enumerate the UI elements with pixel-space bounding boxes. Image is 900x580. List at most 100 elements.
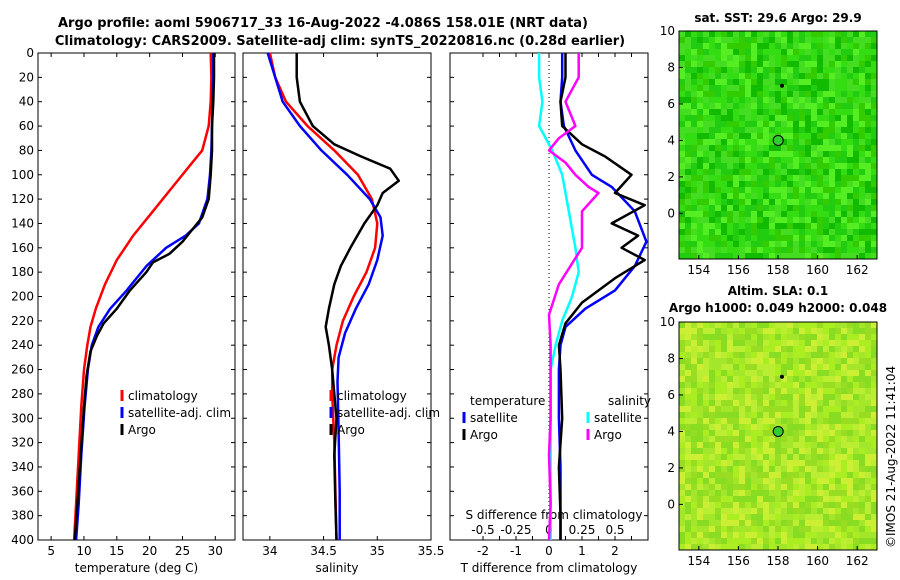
y-tick-label: 4 [667, 133, 675, 147]
map-cell [805, 85, 811, 91]
map-cell [799, 157, 805, 163]
map-cell [865, 169, 871, 175]
y-tick-label: 320 [11, 436, 34, 450]
x-tick-label: -1 [510, 544, 522, 558]
map-cell [691, 205, 697, 211]
map-cell [757, 376, 763, 382]
map-cell [841, 151, 847, 157]
map-cell [715, 211, 721, 217]
map-cell [793, 61, 799, 67]
map-cell [751, 181, 757, 187]
map-cell [811, 199, 817, 205]
map-cell [775, 490, 781, 496]
map-cell [787, 217, 793, 223]
map-cell [841, 436, 847, 442]
map-cell [841, 55, 847, 61]
map-cell [841, 169, 847, 175]
map-cell [697, 412, 703, 418]
map-cell [823, 484, 829, 490]
map-cell [847, 514, 853, 520]
map-cell [733, 322, 739, 328]
map-cell [859, 91, 865, 97]
map-cell [871, 67, 877, 73]
map-cell [799, 406, 805, 412]
map-cell [763, 448, 769, 454]
map-cell [835, 235, 841, 241]
map-cell [859, 406, 865, 412]
map-cell [817, 103, 823, 109]
map-cell [757, 520, 763, 526]
map-cell [745, 400, 751, 406]
map-cell [763, 520, 769, 526]
map-cell [685, 217, 691, 223]
map-cell [859, 532, 865, 538]
map-cell [709, 436, 715, 442]
map-cell [835, 85, 841, 91]
map-cell [709, 187, 715, 193]
map-cell [703, 211, 709, 217]
map-cell [859, 205, 865, 211]
map-cell [829, 205, 835, 211]
map-cell [835, 340, 841, 346]
map-cell [721, 211, 727, 217]
map-cell [709, 127, 715, 133]
map-cell [703, 163, 709, 169]
map-cell [793, 73, 799, 79]
map-cell [847, 55, 853, 61]
map-cell [817, 91, 823, 97]
map-cell [721, 73, 727, 79]
map-cell [745, 472, 751, 478]
map-cell [811, 55, 817, 61]
map-cell [835, 163, 841, 169]
map-cell [829, 442, 835, 448]
map-cell [727, 502, 733, 508]
map-cell [721, 229, 727, 235]
map-cell [787, 85, 793, 91]
map-cell [745, 460, 751, 466]
s-tick-label: 0.25 [569, 523, 596, 537]
map-cell [733, 544, 739, 550]
map-cell [781, 382, 787, 388]
timestamp-stamp: ©IMOS 21-Aug-2022 11:41:04 [884, 365, 898, 548]
map-cell [805, 37, 811, 43]
map-cell [691, 352, 697, 358]
map-cell [679, 340, 685, 346]
map-cell [829, 334, 835, 340]
map-cell [805, 448, 811, 454]
map-cell [865, 223, 871, 229]
map-cell [685, 109, 691, 115]
sla-map-title: Altim. SLA: 0.1 [728, 284, 829, 298]
map-cell [865, 382, 871, 388]
map-cell [715, 85, 721, 91]
map-cell [859, 364, 865, 370]
map-cell [793, 520, 799, 526]
map-cell [757, 346, 763, 352]
map-cell [817, 163, 823, 169]
map-cell [769, 544, 775, 550]
map-cell [697, 49, 703, 55]
map-cell [787, 55, 793, 61]
map-cell [781, 229, 787, 235]
map-cell [739, 520, 745, 526]
map-cell [817, 364, 823, 370]
map-cell [733, 520, 739, 526]
map-cell [721, 193, 727, 199]
map-cell [685, 247, 691, 253]
map-cell [769, 187, 775, 193]
map-cell [715, 514, 721, 520]
map-cell [871, 472, 877, 478]
map-cell [835, 484, 841, 490]
x-axis-label: salinity [315, 561, 358, 575]
map-cell [859, 442, 865, 448]
map-cell [721, 454, 727, 460]
map-cell [847, 436, 853, 442]
map-cell [721, 322, 727, 328]
map-cell [751, 247, 757, 253]
map-cell [769, 181, 775, 187]
map-cell [853, 127, 859, 133]
map-cell [751, 103, 757, 109]
map-cell [841, 115, 847, 121]
map-cell [685, 394, 691, 400]
map-cell [703, 370, 709, 376]
